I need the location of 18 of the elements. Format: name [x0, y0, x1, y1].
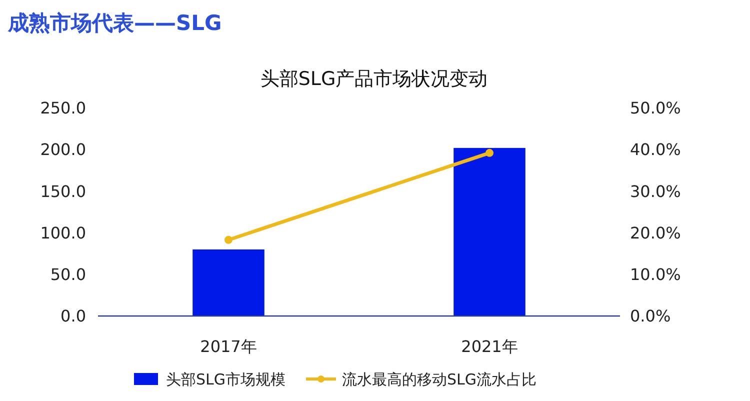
chart-title: 成熟市场代表——SLG: [7, 11, 222, 35]
x-tick-label: 2021年: [461, 337, 518, 356]
legend-label: 头部SLG市场规模: [166, 370, 286, 388]
y-tick-label: 100.0: [40, 223, 86, 242]
y2-tick-label: 10.0%: [630, 265, 681, 284]
y2-tick-label: 30.0%: [630, 182, 681, 201]
y-tick-label: 150.0: [40, 182, 86, 201]
y-tick-label: 50.0: [50, 265, 86, 284]
y-tick-label: 0.0: [60, 306, 86, 326]
y-tick-label: 250.0: [40, 98, 86, 118]
y2-tick-label: 20.0%: [630, 223, 681, 242]
y-tick-label: 200.0: [40, 140, 86, 160]
chart-subtitle: 头部SLG产品市场状况变动: [260, 68, 488, 90]
y2-tick-label: 0.0%: [630, 306, 671, 326]
x-tick-label: 2017年: [200, 337, 257, 356]
y2-tick-label: 50.0%: [630, 98, 681, 118]
legend-label: 流水最高的移动SLG流水占比: [342, 370, 537, 388]
y2-tick-label: 40.0%: [630, 140, 681, 160]
